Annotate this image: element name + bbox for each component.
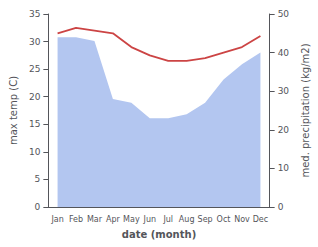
svg-text:Jul: Jul — [162, 215, 173, 224]
svg-text:0: 0 — [278, 202, 284, 212]
svg-text:Jun: Jun — [143, 215, 157, 224]
svg-text:Dec: Dec — [253, 215, 268, 224]
svg-text:Aug: Aug — [179, 215, 195, 224]
svg-text:20: 20 — [29, 92, 41, 102]
svg-text:Mar: Mar — [87, 215, 103, 224]
svg-text:date (month): date (month) — [122, 229, 196, 240]
svg-text:10: 10 — [29, 147, 41, 157]
svg-text:Sep: Sep — [198, 215, 213, 224]
svg-text:5: 5 — [35, 174, 41, 184]
svg-text:30: 30 — [278, 86, 290, 96]
svg-text:Apr: Apr — [106, 215, 121, 224]
svg-text:15: 15 — [29, 119, 40, 129]
svg-text:35: 35 — [29, 9, 40, 19]
svg-text:May: May — [123, 215, 140, 224]
svg-text:med. precipitation (kg/m2): med. precipitation (kg/m2) — [300, 43, 311, 177]
svg-text:20: 20 — [278, 125, 290, 135]
svg-text:max temp (C): max temp (C) — [8, 76, 19, 145]
svg-text:Feb: Feb — [69, 215, 83, 224]
svg-text:Jan: Jan — [50, 215, 63, 224]
svg-text:Oct: Oct — [217, 215, 231, 224]
svg-text:30: 30 — [29, 37, 41, 47]
svg-text:10: 10 — [278, 163, 290, 173]
svg-text:Nov: Nov — [234, 215, 250, 224]
svg-text:0: 0 — [35, 202, 41, 212]
svg-text:50: 50 — [278, 9, 290, 19]
svg-text:40: 40 — [278, 48, 290, 58]
svg-text:25: 25 — [29, 64, 40, 74]
